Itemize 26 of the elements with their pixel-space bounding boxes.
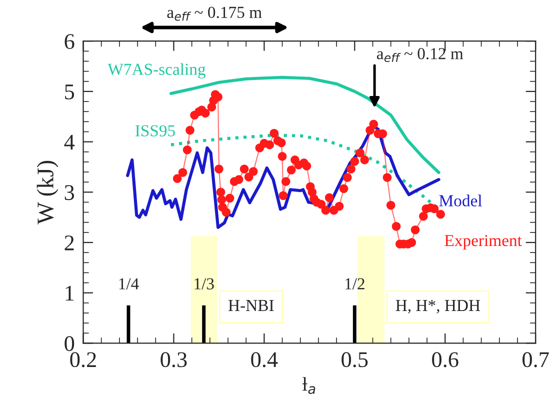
series-label: ISS95 — [135, 125, 175, 136]
annotation: 1/4 — [119, 278, 139, 290]
x-tick-label: 0.6 — [432, 352, 458, 368]
y-tick-label: 6 — [64, 34, 74, 50]
series-label: Model — [439, 194, 482, 206]
x-axis-title: ƚ$_{a}$ — [302, 377, 316, 394]
x-tick-label: 0.7 — [522, 352, 549, 368]
x-tick-label: 0.5 — [342, 352, 368, 368]
band-label: H, H*, HDH — [396, 300, 480, 314]
y-tick-label: 0 — [64, 336, 74, 352]
band-label: H-NBI — [228, 300, 274, 311]
annotation: a$_{eff}$ ~ 0.12 m — [376, 48, 464, 62]
y-axis-title: W (kJ) — [36, 160, 58, 224]
y-tick-label: 5 — [65, 84, 74, 100]
y-tick-label: 3 — [64, 185, 74, 200]
text: a$_{eff}$ ~ 0.175 m — [167, 6, 262, 21]
series-label: W7AS-scaling — [108, 63, 206, 78]
y-tick-label: 2 — [64, 235, 74, 250]
y-tick-label: 1 — [66, 286, 74, 301]
annotation: 1/3 — [194, 278, 214, 290]
x-tick-label: 0.4 — [251, 352, 278, 368]
annotation: 1/2 — [345, 278, 364, 290]
x-tick-label: 0.3 — [160, 352, 187, 368]
series-label: Experiment — [444, 234, 522, 250]
x-tick-label: 0.2 — [70, 352, 96, 368]
y-tick-label: 4 — [64, 134, 75, 150]
